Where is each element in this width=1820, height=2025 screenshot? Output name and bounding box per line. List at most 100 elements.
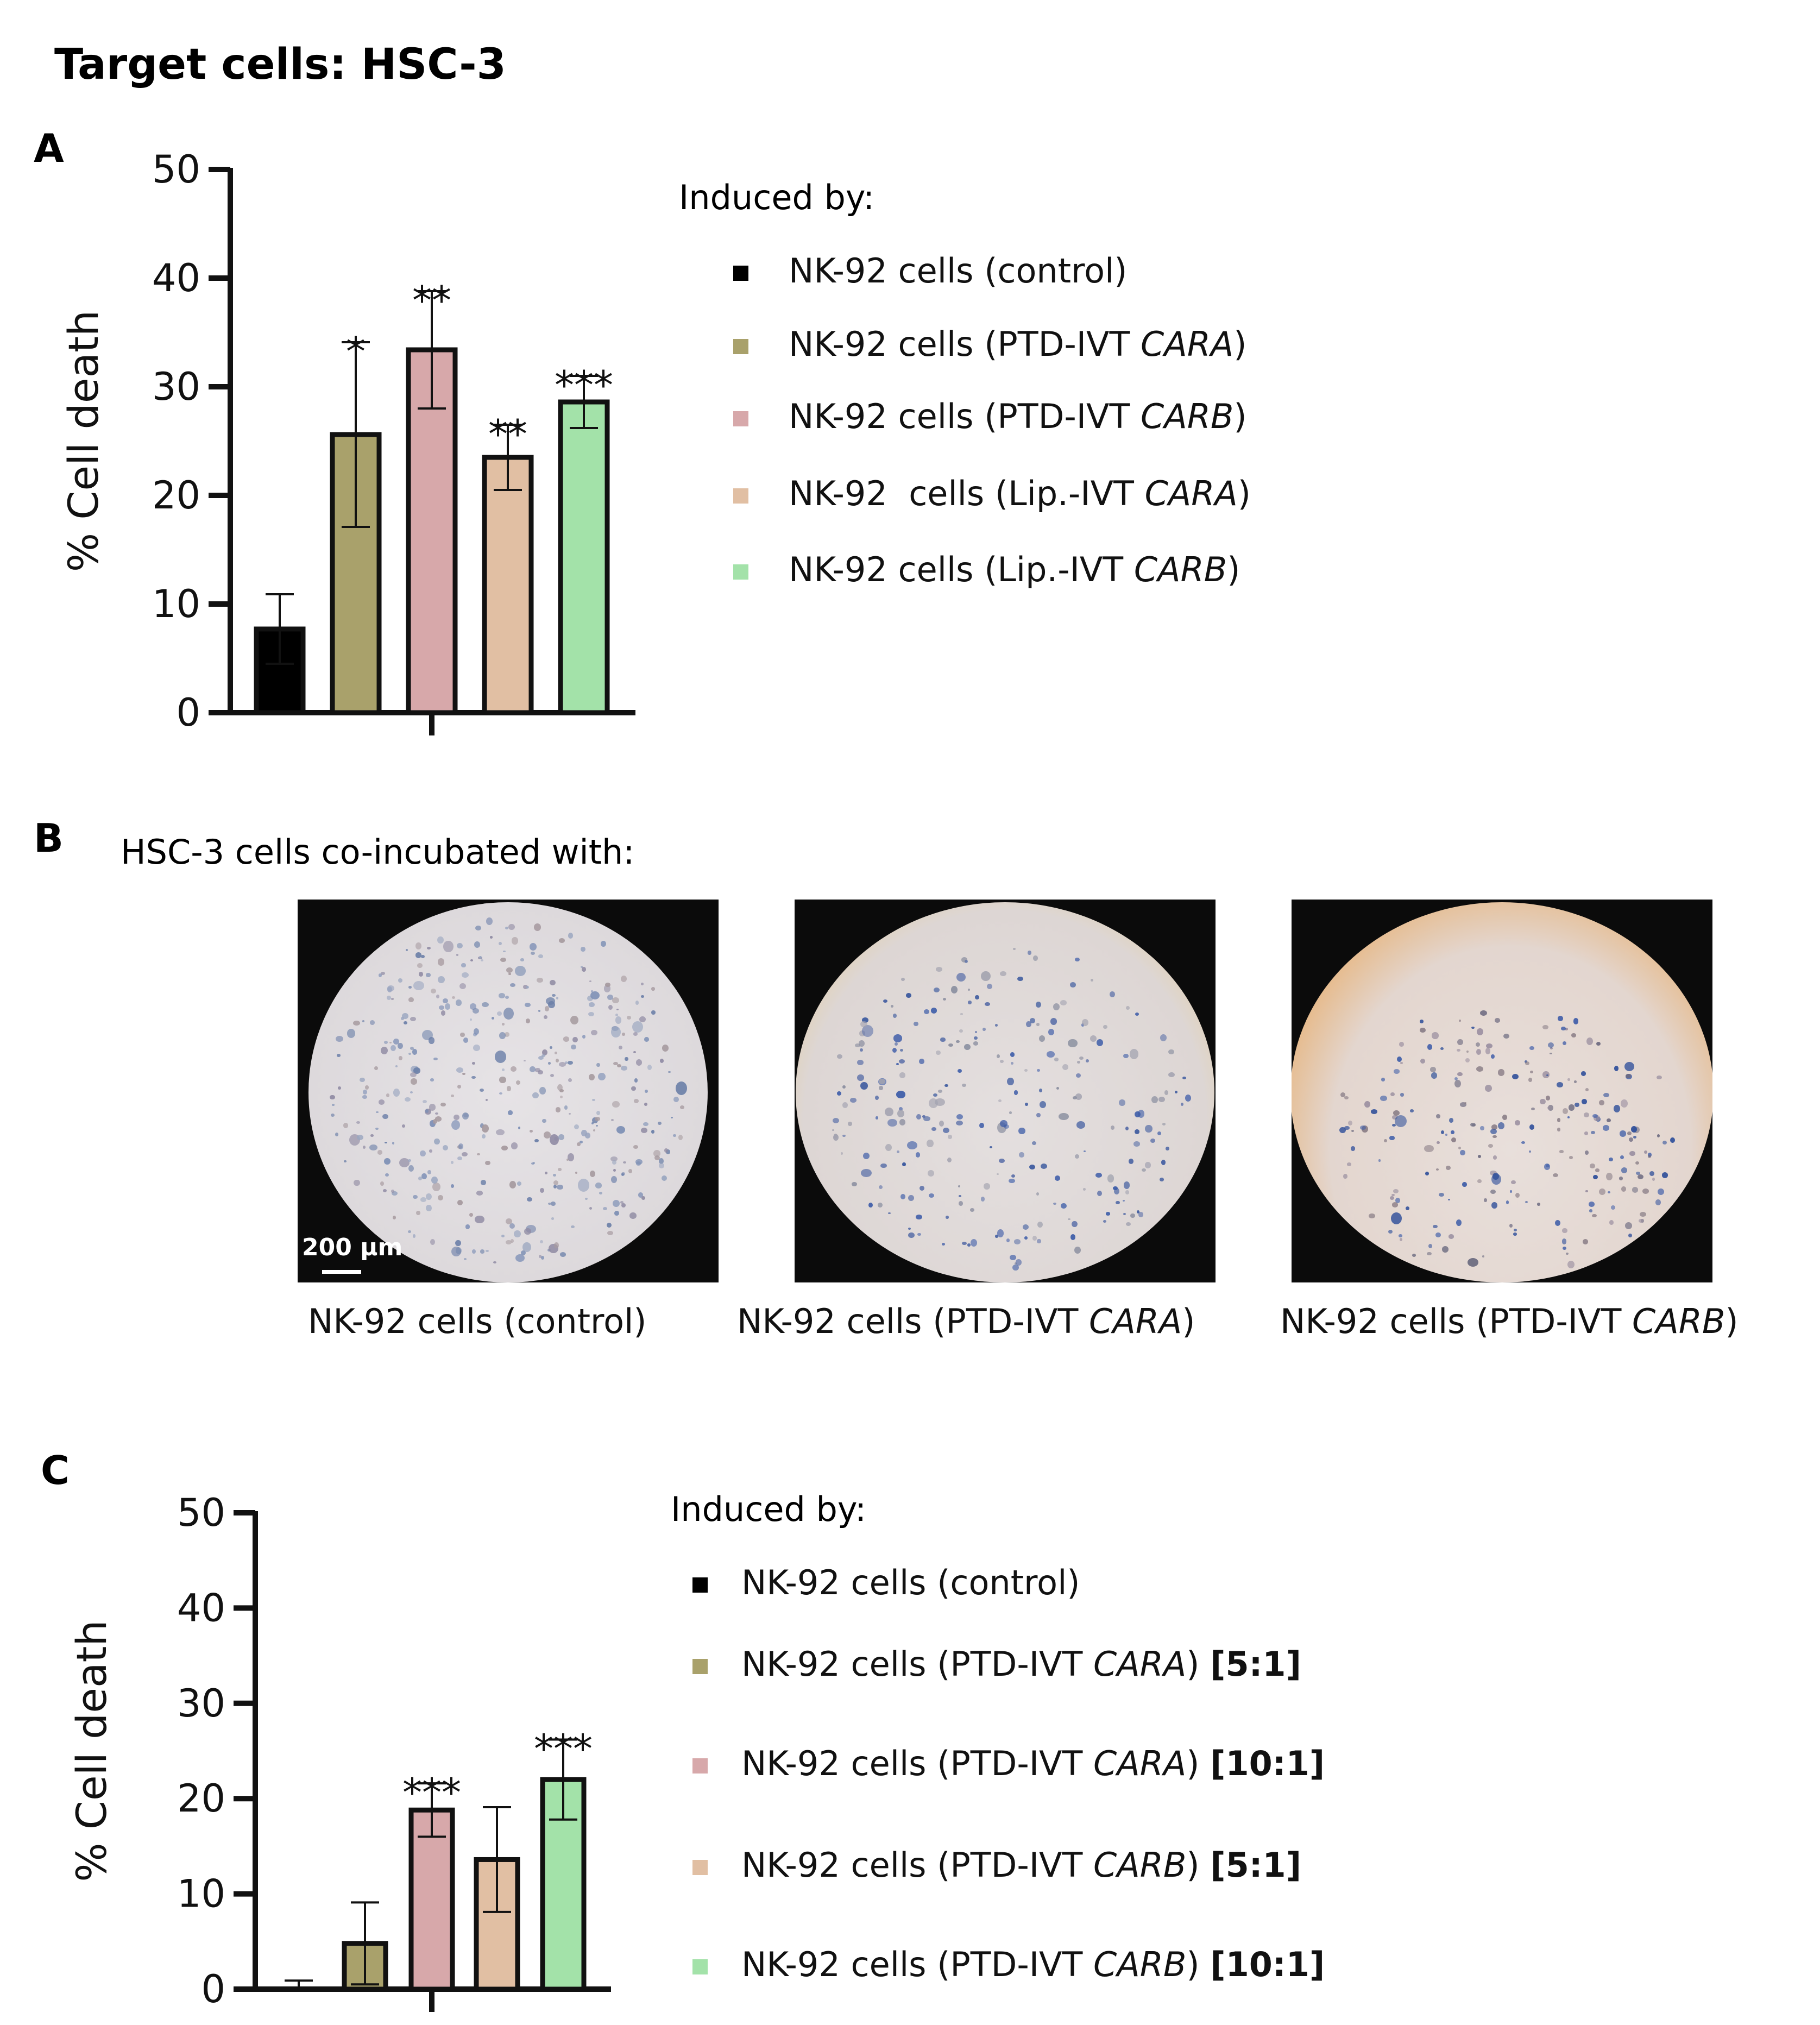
cell-speck xyxy=(998,1158,1005,1164)
cell-speck xyxy=(927,1170,934,1177)
cell-speck xyxy=(506,1218,513,1224)
cell-speck xyxy=(1503,1033,1509,1039)
cell-speck xyxy=(429,1149,432,1153)
cell-speck xyxy=(621,1203,626,1208)
cell-speck xyxy=(1425,1172,1429,1175)
cell-speck xyxy=(1490,1128,1497,1135)
micrograph-field xyxy=(308,902,708,1282)
cell-speck xyxy=(1557,1128,1560,1131)
cell-speck xyxy=(1592,1213,1597,1218)
cell-speck xyxy=(1652,1177,1655,1181)
cell-speck xyxy=(1032,1141,1037,1145)
cell-speck xyxy=(914,1021,918,1026)
cell-speck xyxy=(1340,1092,1346,1097)
cell-speck xyxy=(1073,1096,1077,1100)
cell-speck xyxy=(1627,1131,1632,1135)
cell-speck xyxy=(1062,1064,1069,1070)
cell-speck xyxy=(463,1037,468,1043)
cell-speck xyxy=(577,1179,590,1192)
cell-speck xyxy=(1054,1175,1060,1181)
cell-speck xyxy=(451,996,456,999)
cell-speck xyxy=(1435,1168,1439,1171)
legend-text-after: ) xyxy=(1186,1845,1210,1885)
cell-speck xyxy=(1391,1193,1395,1197)
cell-speck xyxy=(391,997,394,1001)
cell-speck xyxy=(379,973,382,977)
cell-speck xyxy=(836,1091,842,1096)
cell-speck xyxy=(1111,1125,1115,1130)
cell-speck xyxy=(1109,991,1116,997)
bar xyxy=(408,1807,455,1992)
cell-speck xyxy=(501,1023,505,1026)
cell-speck xyxy=(550,1046,553,1049)
cell-speck xyxy=(984,1183,991,1190)
cell-speck xyxy=(437,958,445,966)
cell-speck xyxy=(489,936,493,939)
cell-speck xyxy=(381,1046,388,1054)
cell-speck xyxy=(598,1072,606,1080)
cell-speck xyxy=(653,1150,660,1157)
cell-speck xyxy=(961,1083,966,1087)
cell-speck xyxy=(633,1144,638,1149)
cell-speck xyxy=(595,1124,599,1127)
cell-speck xyxy=(511,1142,518,1149)
cell-speck xyxy=(947,1157,952,1162)
cell-speck xyxy=(415,952,422,958)
cell-speck xyxy=(1511,1180,1516,1185)
cell-speck xyxy=(1593,1174,1598,1180)
cell-speck xyxy=(571,1225,575,1229)
cell-speck xyxy=(1123,1053,1129,1059)
cell-speck xyxy=(964,1044,971,1051)
cell-speck xyxy=(1038,1035,1045,1042)
cell-speck xyxy=(670,1116,673,1119)
cell-speck xyxy=(1086,1059,1090,1063)
cell-speck xyxy=(347,1029,356,1038)
cell-speck xyxy=(959,1195,961,1197)
scale-bar xyxy=(322,1270,361,1274)
cell-speck xyxy=(393,1089,400,1097)
cell-speck xyxy=(1166,1147,1169,1151)
cell-speck xyxy=(899,1059,905,1064)
cell-speck xyxy=(985,1002,990,1006)
panel-c-legend: Induced by: NK-92 cells (control) NK-92 c… xyxy=(671,1489,1325,1984)
cell-speck xyxy=(560,1252,566,1257)
cell-speck xyxy=(1562,1228,1567,1233)
cell-speck xyxy=(474,941,480,948)
y-tick-label: 20 xyxy=(152,473,200,518)
cell-speck xyxy=(1649,1171,1655,1177)
cell-speck xyxy=(1011,1174,1016,1178)
cell-speck xyxy=(455,1240,461,1247)
cell-speck xyxy=(335,1035,343,1042)
cell-speck xyxy=(550,1073,555,1078)
cell-speck xyxy=(1056,1087,1060,1090)
legend-text-after: ) xyxy=(1186,1744,1210,1783)
legend-italic: CARB xyxy=(1093,1945,1186,1984)
caption-italic: CARB xyxy=(1632,1301,1725,1341)
cell-speck xyxy=(1595,1168,1600,1173)
cell-speck xyxy=(1070,1234,1076,1240)
cell-speck xyxy=(530,1066,536,1072)
cell-speck xyxy=(927,1139,934,1148)
cell-speck xyxy=(392,1141,395,1144)
cell-speck xyxy=(457,1156,462,1160)
cell-speck xyxy=(1492,1155,1497,1160)
cell-speck xyxy=(455,999,462,1007)
cell-speck xyxy=(475,926,482,931)
cell-speck xyxy=(574,1124,579,1130)
cell-speck xyxy=(1529,1124,1534,1130)
cell-speck xyxy=(400,1017,405,1020)
cell-speck xyxy=(1644,1150,1648,1154)
cell-speck xyxy=(1075,1073,1081,1078)
cell-speck xyxy=(1454,1079,1461,1087)
cell-speck xyxy=(1528,1078,1533,1083)
cell-speck xyxy=(462,972,469,978)
cell-speck xyxy=(919,1058,924,1064)
cell-speck xyxy=(1348,1120,1353,1126)
cell-speck xyxy=(678,1135,683,1140)
legend-text: NK-92 cells (PTD-IVT xyxy=(741,1744,1093,1783)
cell-speck xyxy=(1620,1155,1624,1160)
cell-speck xyxy=(338,1086,342,1090)
cell-speck xyxy=(463,1258,467,1261)
cell-speck xyxy=(1521,1141,1526,1144)
cell-speck xyxy=(557,1168,562,1171)
